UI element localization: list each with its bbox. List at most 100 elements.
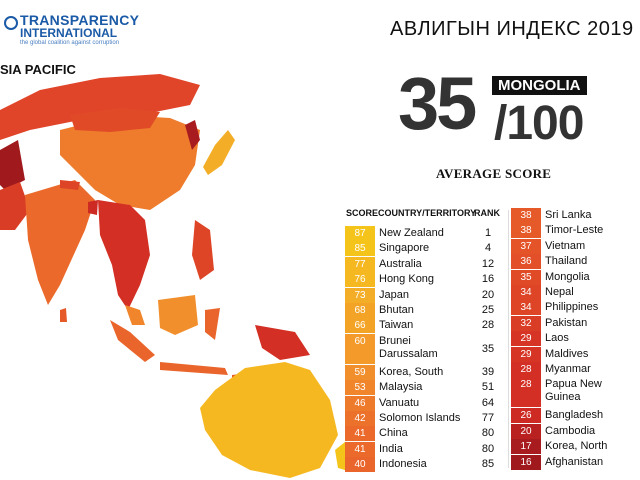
map-australia [200,362,338,478]
rank-cell: 25 [481,304,495,316]
asia-pacific-map [0,74,345,478]
table-row: 76 Hong Kong 16 [345,272,503,288]
score-cell: 29 [511,346,541,362]
column-divider [508,210,509,468]
country-name: China [379,427,408,440]
logo-line2: INTERNATIONAL [20,26,118,40]
score-cell: 26 [511,408,541,424]
score-cell: 37 [511,238,541,254]
country-name: Hong Kong [379,273,435,286]
map-borneo [158,295,198,335]
country-name: Bhutan [379,304,414,316]
table-row: 35 Mongolia [511,269,636,285]
rank-cell: 20 [481,288,495,301]
table-row: 29 Laos [511,331,636,347]
table-row: 66 Taiwan 28 [345,318,503,334]
country-name: Australia [379,257,422,270]
table-row: 41 India 80 [345,441,503,457]
table-row: 41 China 80 [345,426,503,442]
globe-icon [4,16,18,30]
country-tag: MONGOLIA [492,76,587,95]
country-name: Cambodia [545,424,596,437]
map-mongolia [70,108,160,132]
table-row: 20 Cambodia [511,423,636,439]
table-row: 53 Malaysia 51 [345,380,503,396]
country-name: Afghanistan [545,455,604,468]
country-name: Timor-Leste [545,224,604,237]
score-cell: 28 [511,362,541,377]
table-row: 87 New Zealand 1 [345,226,503,241]
score-cell: 41 [345,426,375,442]
table-row: 32 Pakistan [511,315,636,331]
country-name: Brunei Darussalam [379,334,438,360]
rank-cell: 4 [484,242,492,255]
rank-cell: 1 [484,227,492,239]
score-cell: 73 [345,287,375,303]
score-cell: 32 [511,315,541,331]
table-row: 60 Brunei Darussalam 35 [345,333,503,364]
country-name: Korea, North [545,440,608,453]
table-row: 28 Papua New Guinea [511,377,636,408]
map-pakistan [0,182,30,230]
rank-cell: 64 [481,396,495,409]
map-southeast-asia [98,200,150,310]
score-cell: 34 [511,285,541,300]
score-cell: 34 [511,300,541,316]
table-row: 34 Philippines [511,300,636,316]
table-row: 77 Australia 12 [345,256,503,272]
rank-cell: 16 [481,273,495,286]
map-bangladesh [88,200,98,215]
table-row: 37 Vietnam [511,238,636,254]
country-name: Malaysia [379,381,423,394]
country-name: Nepal [545,286,574,298]
score-cell: 36 [511,254,541,270]
map-japan [203,130,235,175]
table-row: 36 Thailand [511,254,636,270]
country-name: Pakistan [545,316,588,329]
rank-cell: 80 [481,427,495,440]
score-cell: 77 [345,256,375,272]
score-cell: 85 [345,241,375,257]
map-sulawesi [205,308,220,340]
score-cell: 40 [345,457,375,473]
rank-cell: 51 [481,381,495,394]
table-row: 17 Korea, North [511,439,636,455]
map-korea [185,120,200,150]
country-name: New Zealand [379,227,444,239]
map-china [60,115,200,210]
score-cell: 17 [511,439,541,455]
map-afghanistan [0,140,25,190]
rank-cell: 12 [481,257,495,270]
country-name: Maldives [545,347,589,360]
score-cell: 38 [511,208,541,223]
country-name: Papua New Guinea [545,378,602,404]
average-score-label: AVERAGE SCORE [436,166,552,181]
country-name: Taiwan [379,319,414,332]
country-name: Japan [379,288,409,301]
table-row: 28 Myanmar [511,362,636,377]
header-country: COUNTRY/TERRITORY [378,208,477,218]
table-row: 29 Maldives [511,346,636,362]
score-cell: 53 [345,380,375,396]
score-cell: 29 [511,331,541,347]
rank-cell: 28 [481,319,495,332]
score-cell: 41 [345,441,375,457]
table-row: 85 Singapore 4 [345,241,503,257]
table-row: 16 Afghanistan [511,454,636,470]
table-row: 38 Sri Lanka [511,208,636,223]
score-cell: 66 [345,318,375,334]
country-name: India [379,442,403,455]
country-name: Sri Lanka [545,209,592,221]
score-cell: 87 [345,226,375,241]
country-name: Solomon Islands [379,412,461,424]
page-title: АВЛИГЫН ИНДЕКС 2019 [390,18,634,40]
country-name: Philippines [545,301,599,314]
map-papua-new-guinea [255,325,310,360]
score-cell: 20 [511,423,541,439]
score-max: /100 [494,97,584,150]
country-name: Laos [545,332,569,345]
map-sri-lanka [60,308,67,322]
score-cell: 38 [511,223,541,239]
country-name: Mongolia [545,270,590,283]
table-row: 46 Vanuatu 64 [345,395,503,411]
